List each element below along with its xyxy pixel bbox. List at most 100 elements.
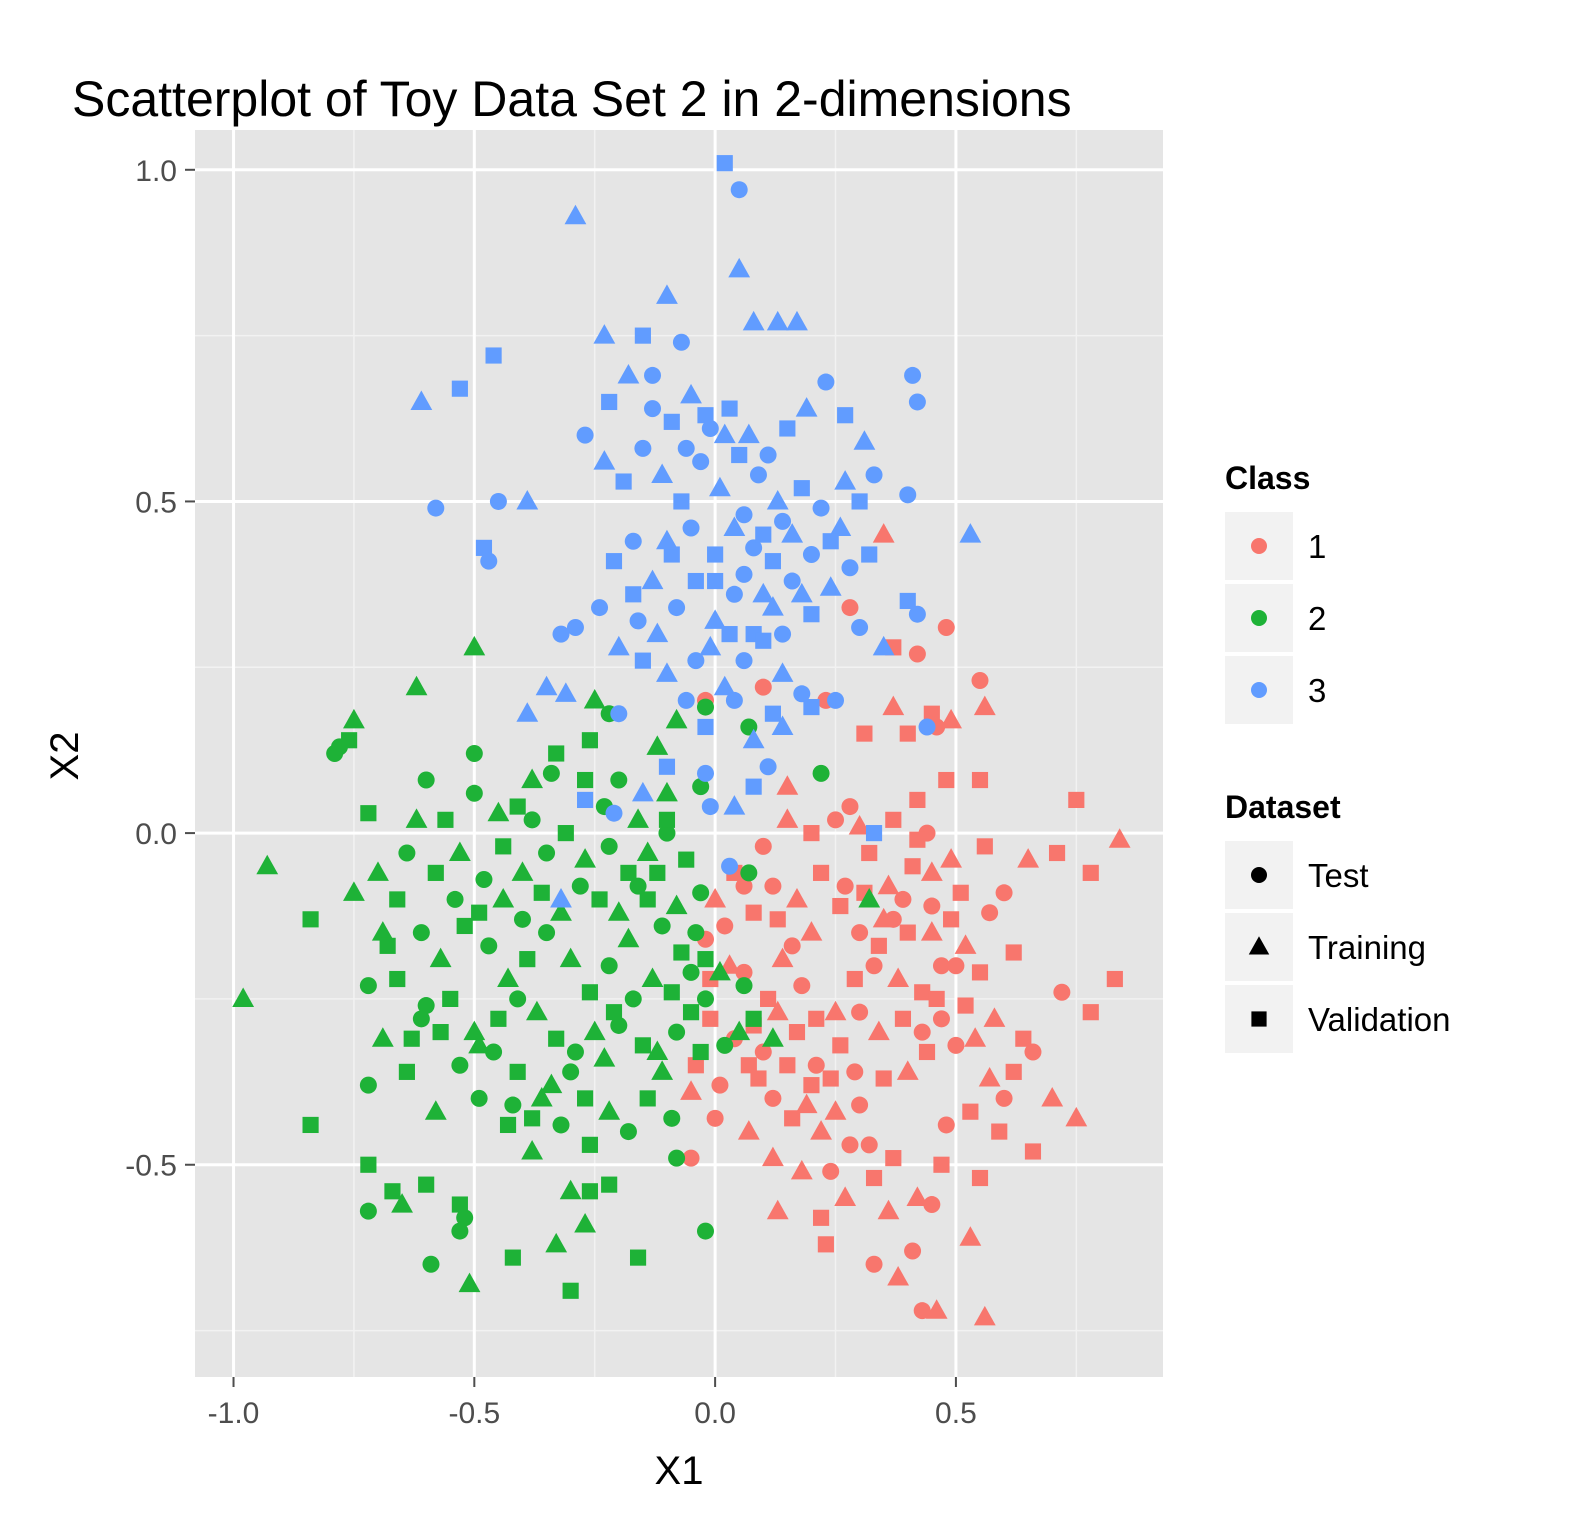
data-point: [716, 1036, 734, 1054]
data-point: [884, 910, 902, 928]
data-point: [904, 1242, 922, 1260]
data-point: [894, 1010, 912, 1027]
data-point: [458, 1272, 481, 1293]
data-point: [908, 393, 926, 411]
data-point: [692, 778, 710, 796]
data-point: [644, 400, 662, 418]
data-point: [846, 1063, 864, 1081]
data-point: [760, 990, 777, 1007]
x-axis: -1.0 -0.5 0.0 0.5: [208, 1377, 977, 1430]
data-point: [730, 181, 748, 199]
data-point: [790, 1159, 813, 1180]
data-point: [696, 1222, 714, 1240]
data-point: [824, 1000, 847, 1021]
data-point: [913, 1302, 931, 1320]
data-point: [545, 1232, 568, 1253]
data-point: [766, 1000, 789, 1021]
data-point: [540, 1073, 563, 1094]
data-point: [971, 1169, 989, 1187]
data-point: [860, 1136, 878, 1154]
data-point: [865, 1169, 883, 1187]
data-point: [808, 1010, 825, 1027]
data-point: [682, 519, 700, 537]
data-point: [516, 489, 539, 510]
data-point: [800, 921, 823, 941]
data-point: [663, 546, 680, 563]
data-point: [485, 1043, 503, 1061]
data-point: [639, 1090, 656, 1107]
data-point: [937, 618, 955, 636]
data-point: [256, 854, 279, 875]
data-point: [601, 393, 618, 411]
data-point: [1082, 864, 1099, 881]
data-point: [723, 795, 746, 815]
data-point: [692, 453, 710, 471]
data-point: [509, 798, 526, 815]
data-point: [677, 691, 695, 709]
data-point: [735, 963, 753, 981]
data-point: [465, 745, 483, 762]
data-point: [995, 884, 1013, 902]
legend-dataset: Dataset Test Training Validation: [1225, 789, 1451, 1053]
data-point: [497, 967, 519, 988]
data-point: [516, 702, 539, 722]
data-point: [932, 1010, 950, 1028]
legend-class-label: 2: [1308, 600, 1326, 637]
data-point: [1024, 1043, 1042, 1061]
data-point: [904, 366, 922, 384]
data-point: [341, 732, 358, 749]
data-point: [360, 1156, 377, 1173]
data-point: [598, 1100, 621, 1120]
data-point: [627, 808, 649, 828]
data-point: [601, 1176, 618, 1193]
data-point: [995, 1089, 1013, 1107]
data-point: [702, 1010, 719, 1027]
data-point: [658, 811, 676, 828]
data-point: [872, 523, 895, 543]
data-point: [470, 1089, 488, 1107]
data-point: [908, 605, 926, 623]
data-point: [656, 284, 678, 304]
data-point: [1082, 1004, 1099, 1021]
data-point: [646, 1040, 669, 1061]
data-point: [446, 890, 464, 908]
data-point: [634, 327, 651, 344]
data-point: [861, 546, 878, 563]
data-point: [899, 486, 917, 504]
data-point: [550, 887, 572, 908]
data-point: [909, 791, 926, 809]
data-point: [485, 347, 502, 364]
data-point: [639, 891, 656, 908]
data-point: [665, 894, 688, 915]
data-point: [803, 1077, 820, 1094]
data-point: [559, 947, 582, 968]
data-point: [899, 924, 916, 941]
data-point: [790, 582, 813, 603]
data-point: [759, 758, 777, 776]
data-point: [427, 864, 444, 881]
data-point: [947, 957, 965, 975]
data-point: [656, 529, 678, 550]
data-point: [699, 635, 722, 656]
data-point: [752, 582, 775, 603]
data-point: [875, 1070, 892, 1087]
data-point: [480, 552, 498, 570]
data-point: [774, 512, 792, 530]
data-point: [343, 881, 365, 901]
data-point: [634, 439, 652, 457]
data-point: [607, 635, 630, 656]
data-point: [682, 963, 700, 981]
x-axis-label: X1: [655, 1449, 704, 1493]
data-point: [827, 691, 845, 709]
data-point: [704, 887, 727, 908]
data-point: [971, 964, 989, 981]
y-tick-label: 0.0: [135, 818, 177, 851]
data-point: [769, 911, 786, 928]
data-point: [928, 990, 945, 1007]
data-point: [442, 990, 459, 1007]
data-point: [793, 685, 811, 703]
legend-dataset-label: Training: [1308, 929, 1426, 966]
data-point: [731, 446, 748, 464]
data-point: [971, 672, 989, 690]
data-point: [713, 675, 736, 696]
